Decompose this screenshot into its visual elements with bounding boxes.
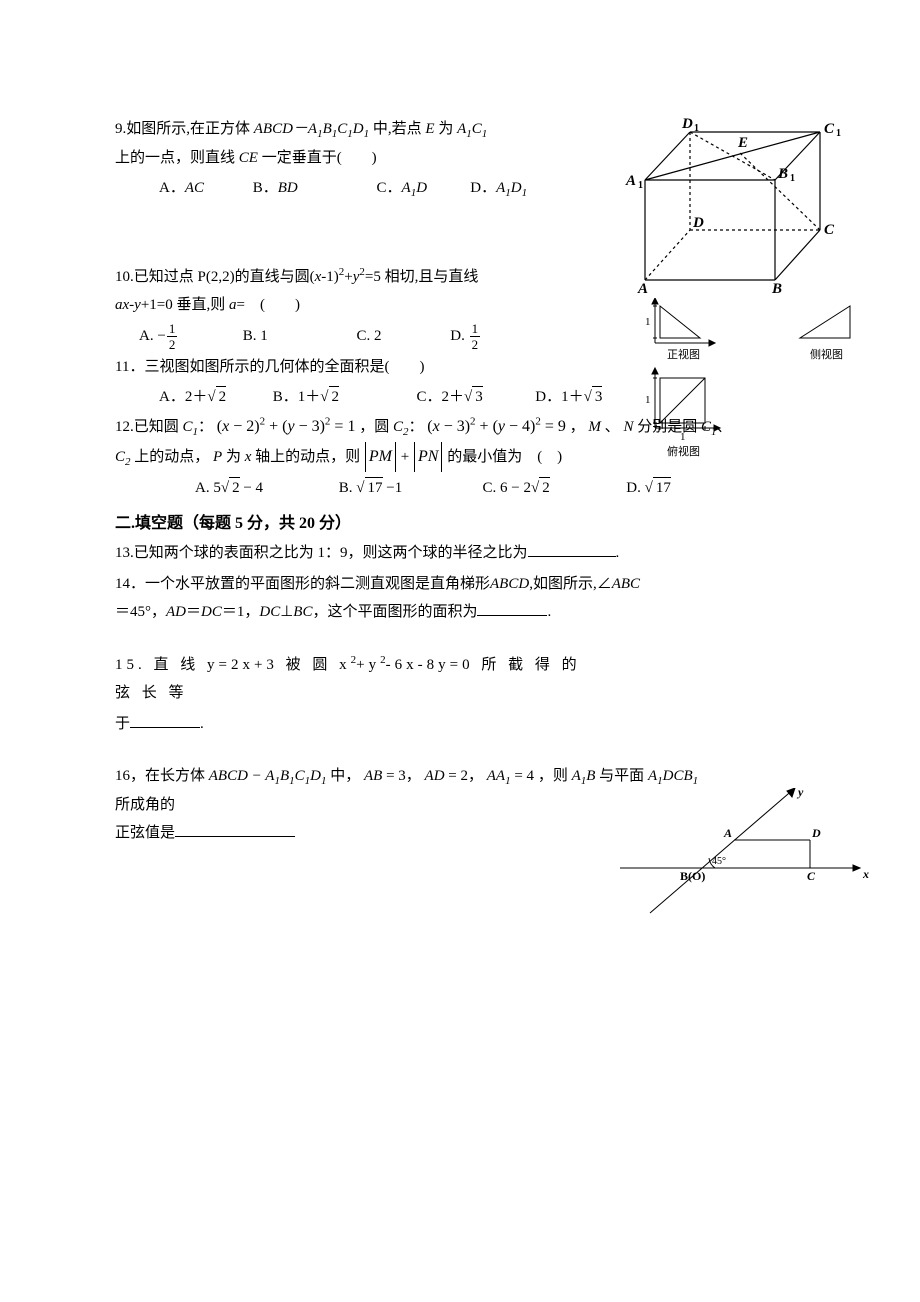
q9-options: A．AC B．BD C．A1D D．A1D1	[115, 174, 659, 203]
q9-text: 9.如图所示,在正方体	[115, 121, 250, 137]
q13-blank[interactable]	[528, 542, 616, 557]
q15: 15. 直 线 y=2x+3 被 圆 x2+y2-6x-8y=0 所 截 得 的…	[115, 651, 595, 708]
svg-text:1: 1	[638, 180, 643, 191]
section-2-title: 二.填空题（每题 5 分，共 20 分）	[115, 509, 820, 539]
svg-text:A: A	[637, 281, 648, 295]
svg-text:C: C	[824, 121, 835, 137]
q10-options: A. −12 B. 1 C. 2 D. 12	[115, 322, 639, 351]
svg-text:x: x	[862, 867, 869, 881]
q16-blank[interactable]	[175, 822, 295, 837]
q13: 13.已知两个球的表面积之比为 1：9，则这两个球的半径之比为.	[115, 539, 820, 568]
q9: 9.如图所示,在正方体 ABCD－A1B1C1D1 中,若点 E 为 A1C1 …	[115, 115, 615, 172]
svg-text:1: 1	[645, 316, 651, 328]
svg-text:D: D	[692, 215, 704, 231]
svg-text:1: 1	[836, 128, 841, 139]
svg-text:1: 1	[790, 173, 795, 184]
cube-figure: D1 C1 E A1 B1 D C A B	[620, 115, 850, 306]
trapezoid-figure: y x A D B(O) C 45°	[620, 788, 870, 929]
page: D1 C1 E A1 B1 D C A B	[0, 0, 920, 1302]
svg-text:B: B	[771, 281, 782, 295]
svg-text:D: D	[681, 116, 693, 132]
q12-options: A. 5√2 − 4 B. √17 −1 C. 6 − 2√2 D. √17	[115, 474, 820, 503]
q14-blank[interactable]	[477, 601, 547, 616]
svg-text:C: C	[824, 222, 835, 238]
q11: 11．三视图如图所示的几何体的全面积是( )	[115, 353, 615, 382]
q15-line2: 于.	[115, 710, 820, 739]
cube-svg: D1 C1 E A1 B1 D C A B	[620, 115, 850, 295]
svg-text:正视图: 正视图	[667, 347, 700, 361]
trap-svg: y x A D B(O) C 45°	[620, 788, 870, 918]
svg-text:1: 1	[645, 394, 651, 406]
svg-text:A: A	[723, 826, 732, 840]
views-svg: 1 1 1 正视图 侧视图 俯视图	[640, 298, 890, 458]
three-views-figure: 1 1 1 正视图 侧视图 俯视图	[640, 298, 890, 469]
svg-text:俯视图: 俯视图	[667, 444, 700, 458]
svg-text:B: B	[777, 166, 788, 182]
q10: 10.已知过点 P(2,2)的直线与圆(x-1)2+y2=5 相切,且与直线 a…	[115, 263, 615, 320]
q14: 14．一个水平放置的平面图形的斜二测直观图是直角梯形ABCD,如图所示,∠ABC…	[115, 570, 815, 627]
q15-blank[interactable]	[130, 713, 200, 728]
svg-text:E: E	[737, 135, 748, 151]
svg-text:1: 1	[694, 123, 699, 134]
svg-text:1: 1	[680, 431, 686, 443]
svg-text:侧视图: 侧视图	[810, 347, 843, 361]
svg-text:45°: 45°	[712, 856, 726, 867]
svg-text:A: A	[625, 173, 636, 189]
svg-text:y: y	[796, 788, 804, 799]
svg-text:B(O): B(O)	[680, 869, 705, 883]
svg-text:C: C	[807, 869, 816, 883]
svg-text:D: D	[811, 826, 821, 840]
